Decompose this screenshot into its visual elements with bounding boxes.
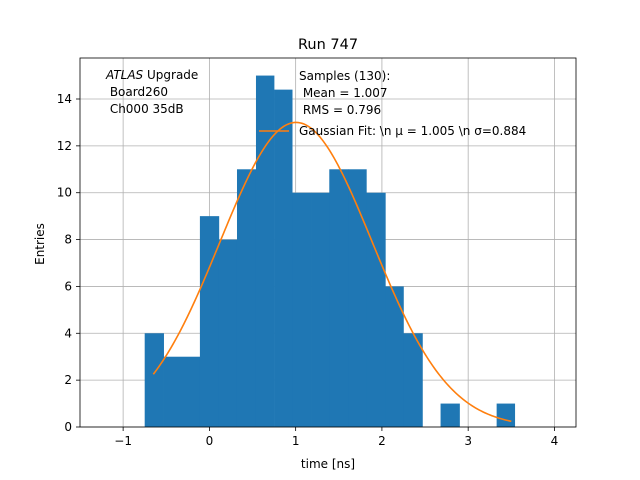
histogram-bar <box>385 286 404 427</box>
chart-title: Run 747 <box>298 37 358 53</box>
histogram-bar <box>274 89 293 427</box>
legend: Gaussian Fit: \n μ = 1.005 \n σ=0.884 <box>259 124 526 138</box>
x-ticks: −1 0 1 2 3 4 <box>114 427 558 448</box>
histogram-bar <box>496 403 516 427</box>
histogram-bars <box>144 75 516 428</box>
histogram-bar <box>255 75 275 428</box>
channel-label: Ch000 35dB <box>106 102 184 116</box>
fit-curve-layer <box>152 121 512 423</box>
histogram-bar <box>440 403 460 427</box>
x-tick-label: 1 <box>292 434 300 448</box>
x-tick-label: 3 <box>464 434 472 448</box>
histogram-bar <box>403 333 423 427</box>
y-tick-label: 8 <box>64 233 72 247</box>
y-tick-label: 14 <box>57 92 72 106</box>
y-axis-label: Entries <box>33 223 47 265</box>
samples-label: Samples (130): <box>299 69 390 83</box>
histogram-bar <box>348 169 367 428</box>
x-tick-label: −1 <box>114 434 132 448</box>
histogram-bar <box>311 192 330 427</box>
experiment-label: ATLAS Upgrade <box>105 68 198 82</box>
y-tick-label: 12 <box>57 139 72 153</box>
histogram-bar <box>163 356 201 427</box>
histogram-bar <box>144 333 164 427</box>
legend-entry-fit: Gaussian Fit: \n μ = 1.005 \n σ=0.884 <box>299 124 526 138</box>
board-label: Board260 <box>106 85 168 99</box>
rms-label: RMS = 0.796 <box>299 103 381 117</box>
y-tick-label: 4 <box>64 326 72 340</box>
x-tick-label: 2 <box>378 434 386 448</box>
x-tick-label: 0 <box>206 434 214 448</box>
histogram-bar <box>236 169 257 428</box>
histogram-bar <box>329 169 349 428</box>
x-tick-label: 4 <box>551 434 559 448</box>
y-tick-label: 0 <box>64 420 72 434</box>
histogram-bar <box>199 216 220 427</box>
histogram-bar <box>292 192 312 427</box>
y-tick-label: 2 <box>64 373 72 387</box>
y-tick-label: 10 <box>57 186 72 200</box>
histogram-bar <box>218 239 238 427</box>
x-axis-label: time [ns] <box>301 457 355 471</box>
y-tick-label: 6 <box>64 279 72 293</box>
axes-frame <box>79 57 577 428</box>
experiment-italic: ATLAS <box>105 68 144 82</box>
y-ticks: 0 2 4 6 8 10 12 14 <box>57 92 80 434</box>
histogram-bar <box>366 192 386 427</box>
gaussian-fit-line <box>152 121 512 423</box>
mean-label: Mean = 1.007 <box>299 86 388 100</box>
experiment-rest: Upgrade <box>143 68 198 82</box>
